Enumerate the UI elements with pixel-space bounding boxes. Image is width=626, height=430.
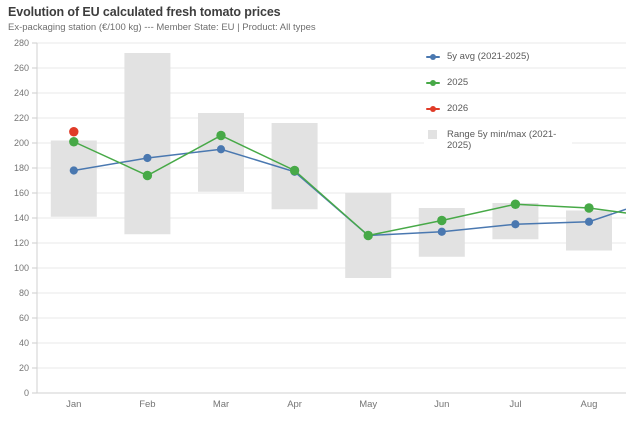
y-axis-label: 240	[14, 88, 29, 98]
data-point-5y-avg-2021-2025--jul[interactable]	[511, 220, 520, 229]
data-point-5y-avg-2021-2025--feb[interactable]	[143, 153, 152, 163]
data-point-5y-avg-2021-2025--jan[interactable]	[69, 166, 78, 175]
chart-legend: 5y avg (2021-2025) 2025 2026 Range 5y min/m…	[424, 50, 572, 165]
data-point-2025-feb[interactable]	[142, 170, 153, 181]
y-axis-label: 160	[14, 188, 29, 198]
x-axis-label: Feb	[139, 399, 155, 410]
data-point-5y-avg-2021-2025--mar[interactable]	[216, 145, 226, 154]
data-point-5y-avg-2021-2025--jun[interactable]	[437, 227, 446, 236]
y-axis-label: 120	[14, 238, 29, 248]
chart-title: Evolution of EU calculated fresh tomato …	[8, 5, 281, 19]
range-band-feb[interactable]	[124, 53, 171, 235]
line-marker-icon	[426, 78, 440, 88]
y-axis-label: 220	[14, 113, 29, 123]
y-axis-label: 100	[14, 263, 29, 273]
data-point-2025-aug[interactable]	[584, 203, 594, 213]
legend-label: 2025	[447, 77, 469, 88]
chart-header: Evolution of EU calculated fresh tomato …	[8, 5, 618, 33]
legend-item-2025[interactable]: 2025	[424, 76, 572, 89]
chart-subtitle: Ex-packaging station (€/100 kg) --- Memb…	[8, 22, 316, 33]
legend-item-range-5y-min-max-2021-2025-[interactable]: Range 5y min/max (2021-2025)	[424, 128, 572, 152]
x-axis-label: Apr	[287, 399, 302, 410]
x-axis-label: Jul	[509, 399, 521, 410]
data-point-2025-apr[interactable]	[289, 165, 300, 176]
y-axis-label: 60	[19, 313, 29, 323]
x-axis-label: Mar	[213, 399, 229, 410]
y-axis-label: 200	[14, 138, 29, 148]
x-axis-label: Jun	[434, 399, 449, 410]
y-axis-label: 80	[19, 288, 29, 298]
range-swatch-icon	[426, 130, 440, 140]
data-point-2025-jun[interactable]	[437, 215, 447, 226]
x-axis-label: May	[359, 399, 377, 410]
y-axis-label: 280	[14, 38, 29, 48]
data-point-2026-jan[interactable]	[69, 127, 79, 137]
y-axis-label: 40	[19, 338, 29, 348]
y-axis-label: 140	[14, 213, 29, 223]
x-axis-label: Jan	[66, 399, 81, 410]
data-point-5y-avg-2021-2025--aug[interactable]	[584, 217, 594, 226]
y-axis-label: 0	[24, 388, 29, 398]
y-axis-label: 20	[19, 363, 29, 373]
y-axis-label: 180	[14, 163, 29, 173]
line-marker-icon	[426, 52, 440, 62]
data-point-2025-may[interactable]	[363, 230, 373, 241]
legend-label: 2026	[447, 103, 469, 114]
legend-label: 5y avg (2021-2025)	[447, 51, 530, 62]
data-point-2025-jan[interactable]	[69, 137, 79, 147]
x-axis-label: Aug	[581, 399, 598, 410]
data-point-2025-mar[interactable]	[216, 130, 226, 141]
range-band-jan[interactable]	[50, 140, 97, 217]
legend-item-5y-avg-2021-2025-[interactable]: 5y avg (2021-2025)	[424, 50, 572, 63]
y-axis-label: 260	[14, 63, 29, 73]
legend-item-2026[interactable]: 2026	[424, 102, 572, 115]
line-marker-icon	[426, 104, 440, 114]
legend-label: Range 5y min/max (2021-2025)	[447, 129, 557, 151]
data-point-2025-jul[interactable]	[510, 199, 521, 209]
